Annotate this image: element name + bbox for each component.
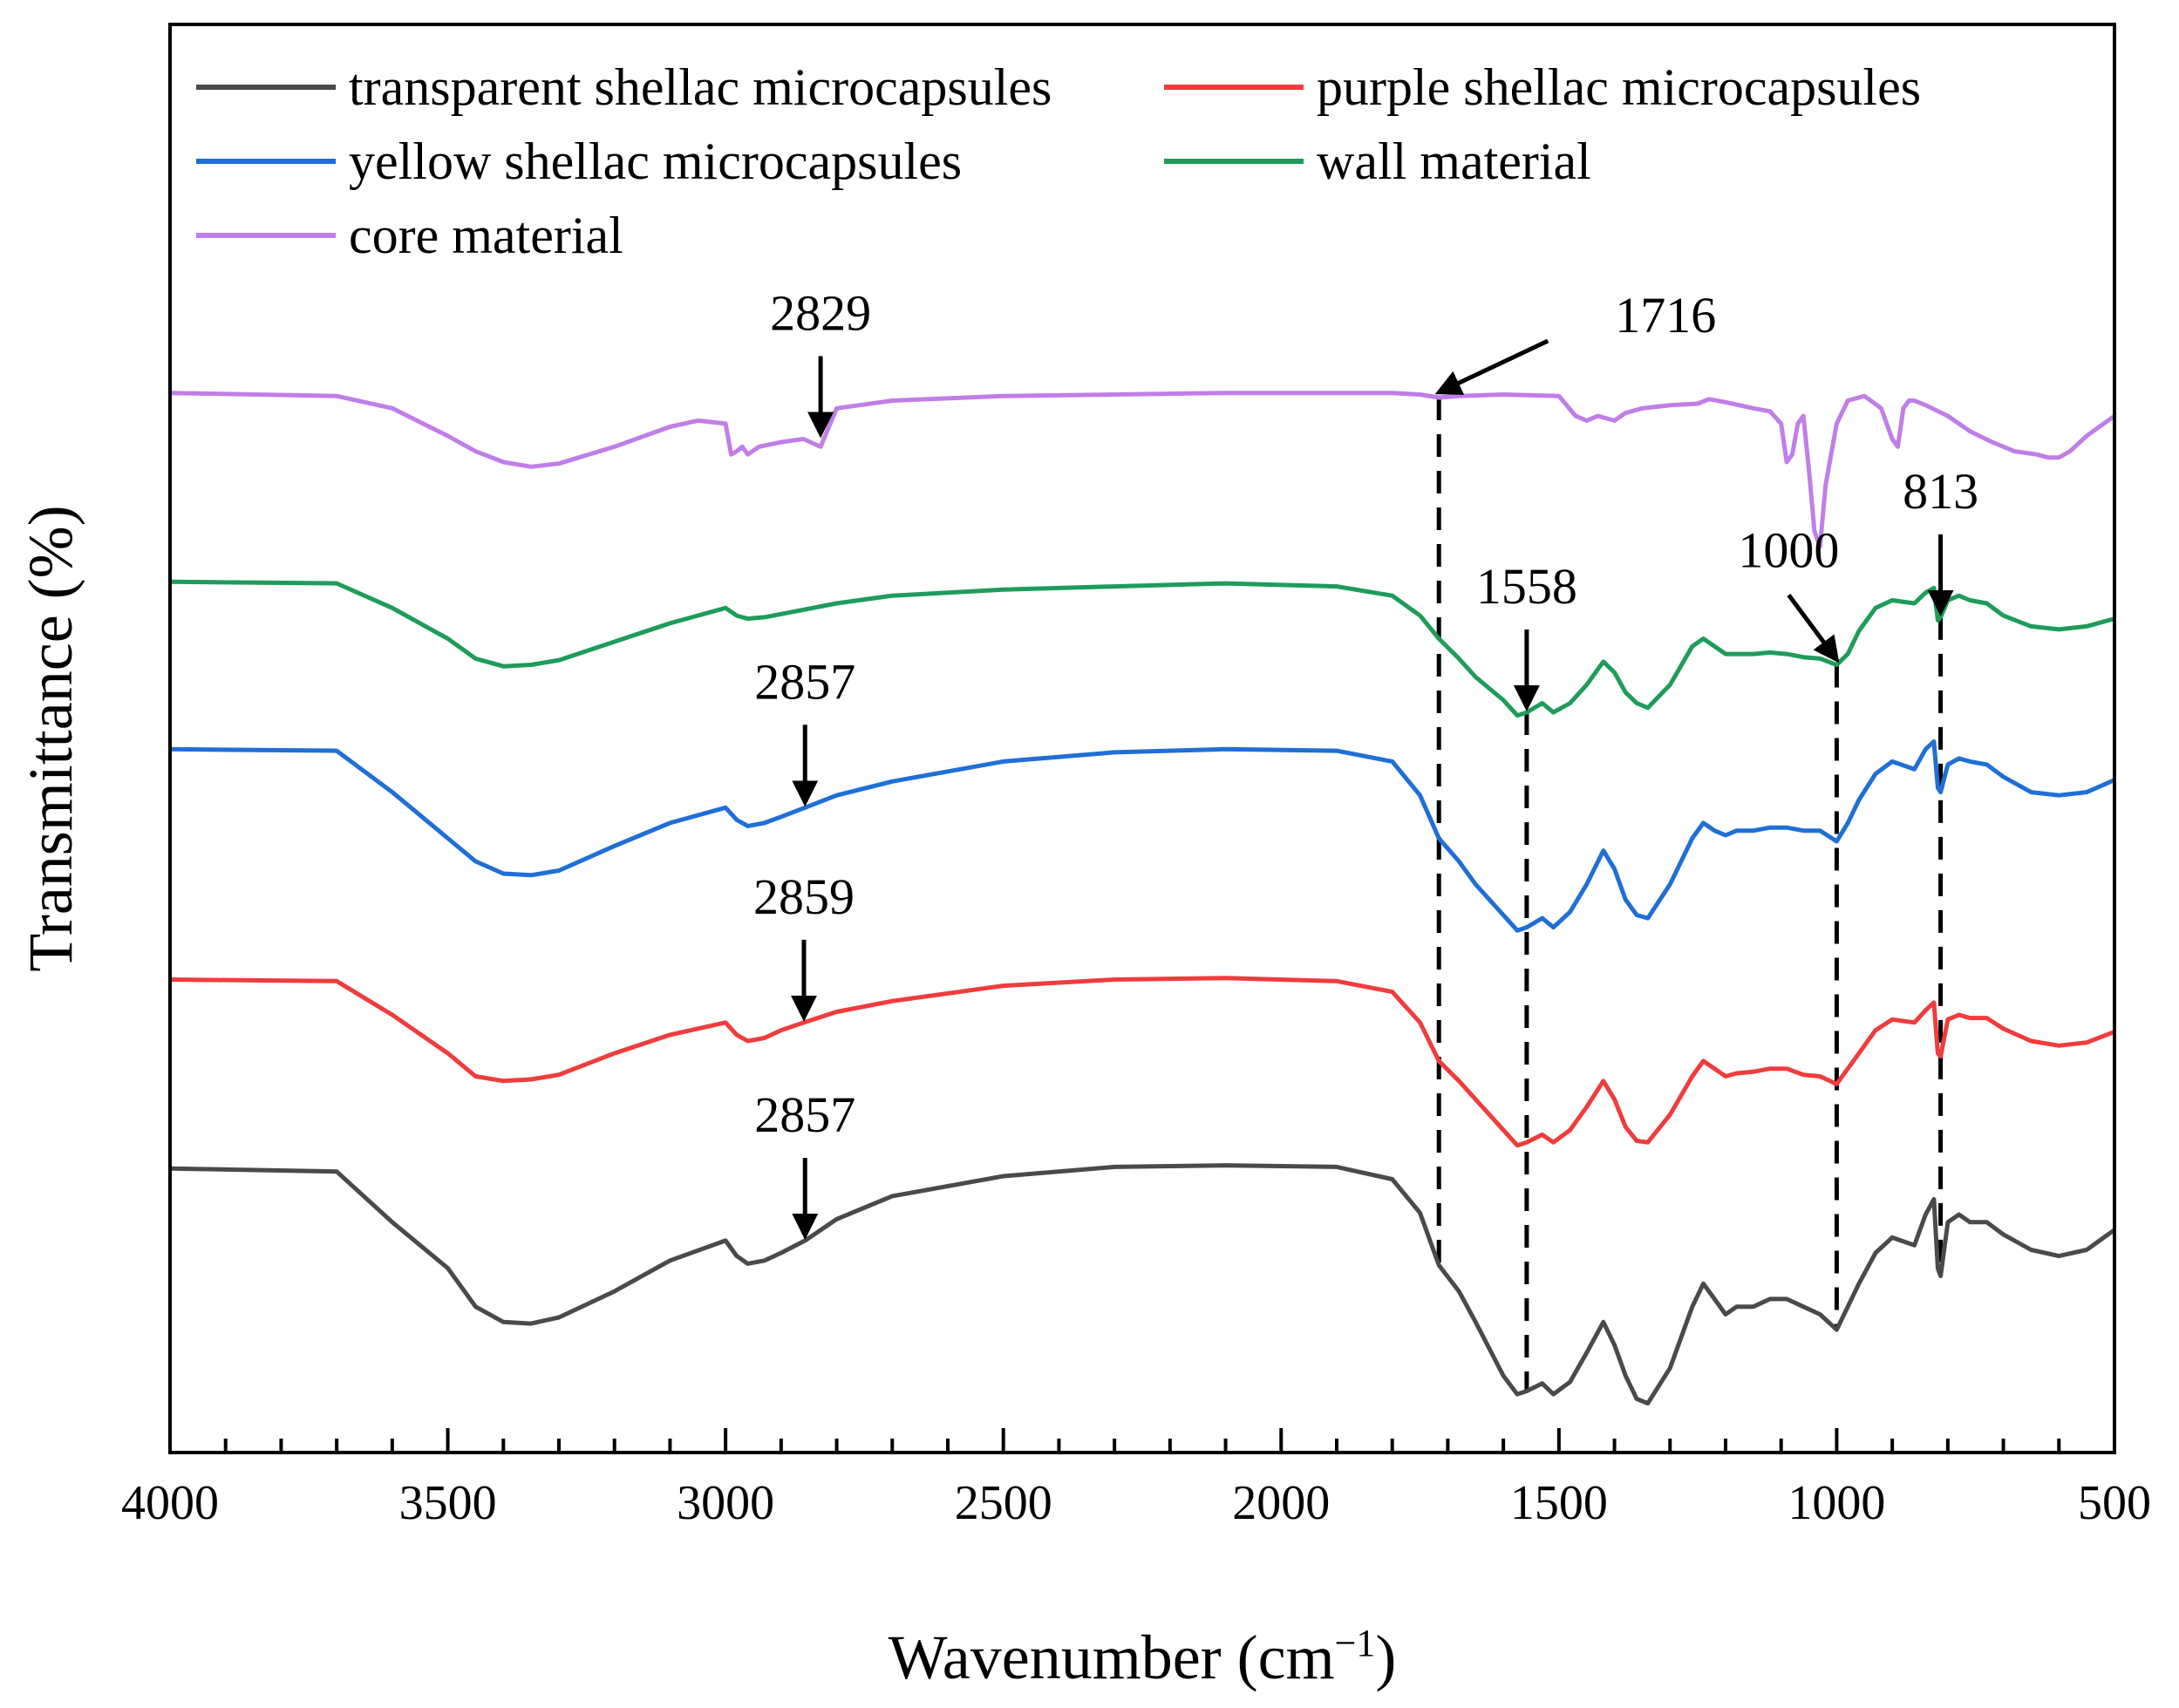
x-axis: 4000 3500 3000 2500 2000 1500 1000 500 [121,1428,2151,1530]
annotations: 2829 1716 1558 1000 813 2857 2859 2857 [753,285,1978,1240]
x-tick-label: 3000 [677,1476,774,1530]
legend-label-purple-shellac-microcapsules: purple shellac microcapsules [1317,58,1921,116]
annotation-label-1716: 1716 [1615,287,1716,344]
legend-label-wall-material: wall material [1317,133,1591,190]
annotation-arrow-1000 [1787,593,1840,663]
x-axis-title-text: Wavenumber (cm [889,1623,1335,1692]
x-tick-label: 1500 [1510,1476,1608,1530]
series-layer [169,391,2116,1406]
annotation-label-813: 813 [1903,463,1978,520]
x-tick-label: 4000 [121,1476,219,1530]
annotation-label-2859: 2859 [753,868,855,925]
x-tick-label: 1000 [1787,1476,1885,1530]
reference-lines [1436,397,1944,1392]
annotation-label-2829: 2829 [770,285,871,342]
legend: transparent shellac microcapsules purple … [196,58,1921,264]
legend-label-transparent-shellac-microcapsules: transparent shellac microcapsules [349,58,1052,116]
annotation-label-1000: 1000 [1738,521,1839,578]
legend-label-yellow-shellac-microcapsules: yellow shellac microcapsules [349,133,962,190]
x-axis-title-close: ) [1375,1623,1396,1692]
series-line-purple-shellac-microcapsules [169,976,2115,1148]
annotation-arrow-1716 [1434,338,1549,395]
annotation-label-2857: 2857 [754,653,855,710]
series-line-core-material [169,391,2116,549]
x-tick-label: 2500 [955,1476,1052,1530]
y-axis-title: Transmittance (%) [16,505,85,971]
plot-frame [168,23,2116,1454]
x-tick-label: 2000 [1232,1476,1330,1530]
series-line-transparent-shellac-microcapsules [169,1163,2116,1406]
x-tick-label: 500 [2078,1476,2151,1530]
x-axis-title-sup: −1 [1335,1622,1376,1664]
x-tick-label: 3500 [399,1476,497,1530]
annotation-label-1558: 1558 [1476,558,1577,615]
x-axis-title: Wavenumber (cm−1) [889,1622,1397,1692]
series-line-wall-material [169,579,2115,718]
annotation-label-2857: 2857 [754,1086,855,1143]
legend-label-core-material: core material [349,207,623,264]
series-line-yellow-shellac-microcapsules [169,739,2116,933]
